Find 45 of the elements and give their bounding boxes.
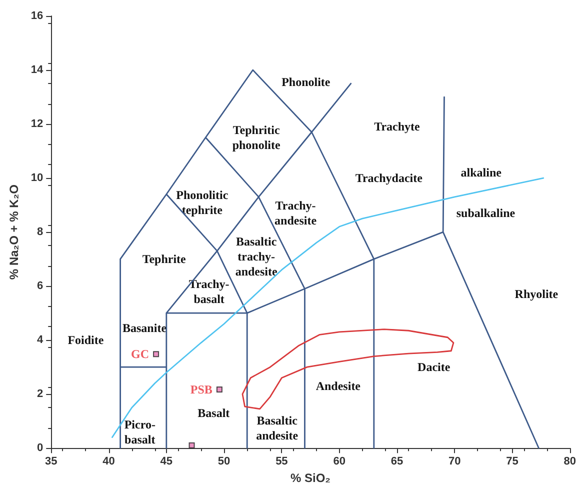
- y-tick-label: 6: [37, 280, 44, 292]
- x-tick-label: 35: [45, 456, 58, 468]
- y-tick-label: 14: [30, 64, 44, 76]
- y-tick-label: 16: [30, 10, 44, 22]
- y-tick-label: 8: [37, 226, 44, 238]
- x-tick-label: 40: [102, 456, 115, 468]
- annotation: Trachy- basalt: [188, 276, 230, 306]
- series-label: PSB: [190, 382, 212, 396]
- series-label: GC: [131, 347, 150, 362]
- annotation: Trachyte: [374, 120, 421, 134]
- annotation: Andesite: [316, 378, 362, 393]
- x-tick-label: 50: [218, 456, 230, 468]
- annotation: Dacite: [418, 360, 451, 374]
- x-tick-label: 60: [333, 456, 346, 468]
- y-tick-label: 12: [30, 118, 44, 130]
- point: [216, 386, 222, 392]
- point: [188, 442, 195, 448]
- point: [153, 351, 160, 358]
- x-tick-label: 70: [448, 456, 461, 468]
- annotation: Tephritic phonolite: [232, 123, 282, 152]
- x-tick-label: 55: [276, 456, 288, 468]
- annotation: Trachy- andesite: [274, 198, 318, 228]
- y-tick-label: 10: [30, 172, 44, 184]
- annotation: alkaline: [460, 166, 502, 180]
- annotation: Foidite: [68, 333, 104, 348]
- y-tick-label: 4: [37, 334, 44, 346]
- annotation: Rhyolite: [514, 287, 559, 302]
- y-axis-title: % Na₂O + % K₂O: [7, 184, 21, 280]
- annotation: Tephrite: [142, 252, 187, 266]
- y-tick-label: 2: [37, 388, 44, 400]
- annotation: Picro- basalt: [124, 417, 156, 446]
- x-tick-label: 75: [506, 456, 518, 468]
- y-tick-label: 0: [37, 442, 44, 454]
- annotation: Phonolite: [282, 75, 331, 90]
- annotation: subalkaline: [456, 206, 516, 220]
- x-tick-label: 80: [564, 456, 576, 468]
- annotation: Basaltic trachy- andesite: [235, 234, 278, 278]
- x-tick-label: 65: [390, 456, 404, 468]
- annotation: Basanite: [122, 320, 168, 335]
- annotation: Basalt: [198, 406, 230, 420]
- annotation: Phonolitic tephrite: [176, 188, 229, 217]
- annotation: Basaltic andesite: [256, 413, 299, 442]
- x-axis-title: % SiO₂: [290, 471, 331, 485]
- x-tick-label: 45: [160, 456, 173, 468]
- annotation: Trachydacite: [355, 171, 424, 186]
